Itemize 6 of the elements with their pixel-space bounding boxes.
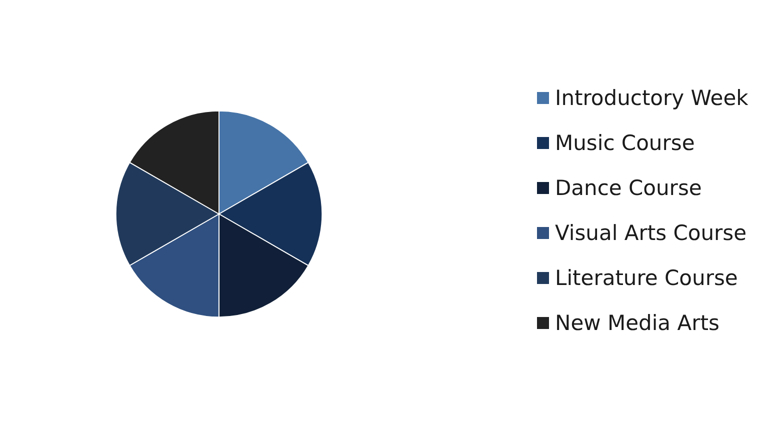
legend-label: Introductory Week bbox=[555, 86, 750, 110]
legend-label: New Media Arts bbox=[555, 311, 720, 335]
legend-label: Visual Arts Course bbox=[555, 221, 747, 245]
legend-label: Dance Course bbox=[555, 176, 702, 200]
legend-label: Literature Course bbox=[555, 266, 738, 290]
legend-label: Music Course bbox=[555, 131, 695, 155]
